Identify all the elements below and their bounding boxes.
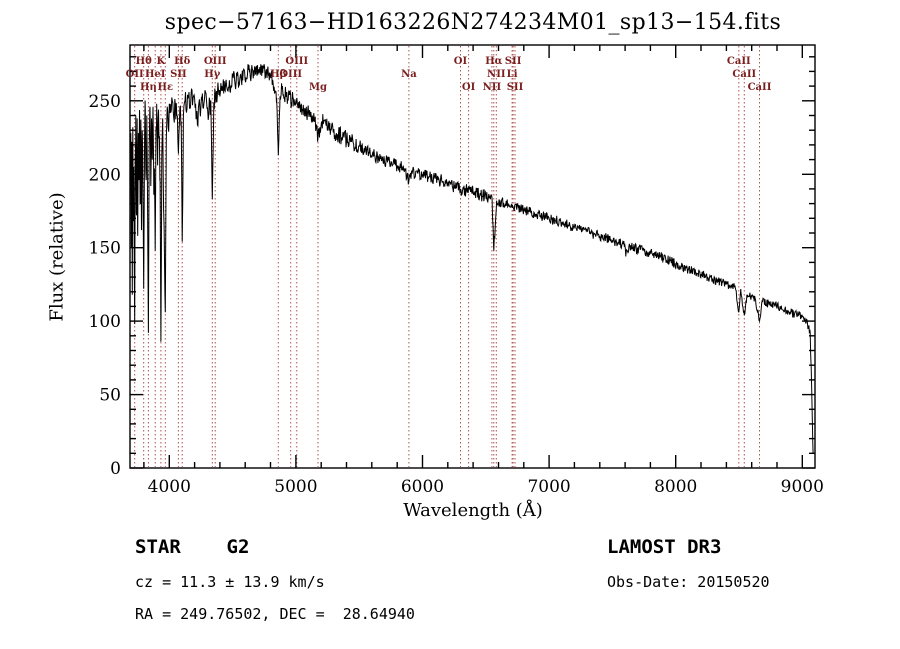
line-label-HeI: HeI	[145, 69, 166, 80]
line-label-NII: NII	[487, 69, 506, 80]
line-label-NII: NII	[483, 82, 502, 93]
line-label-SII: SII	[170, 69, 187, 80]
x-tick-label: 4000	[148, 477, 191, 497]
line-label-Na: Na	[401, 69, 417, 80]
line-label-CaII: CaII	[732, 69, 756, 80]
x-axis-label: Wavelength (Å)	[403, 500, 543, 521]
spectral-line-labels: OIIHθHηHeIKHεSIIHδHγOIIIHβOIIIOIIIMgNaOI…	[126, 56, 772, 93]
ra-dec-text: RA = 249.76502, DEC = 28.64940	[135, 605, 415, 623]
line-label-Mg: Mg	[309, 82, 327, 93]
y-tick-label: 0	[110, 459, 121, 479]
star-classification-text: STAR G2	[135, 536, 250, 558]
plot-frame	[129, 44, 816, 469]
line-label-K: K	[157, 56, 166, 67]
x-tick-label: 9000	[781, 477, 824, 497]
line-label-OI: OI	[454, 56, 468, 67]
x-tick-label: 5000	[274, 477, 317, 497]
x-tick-label: 8000	[654, 477, 697, 497]
y-tick-label: 250	[89, 92, 121, 112]
y-tick-label: 200	[89, 165, 121, 185]
line-label-Li: Li	[507, 69, 518, 80]
line-label-Hδ: Hδ	[174, 56, 190, 67]
line-label-SII: SII	[505, 56, 522, 67]
y-tick-label: 50	[99, 386, 121, 406]
spectrum-trace	[130, 64, 814, 454]
line-label-Hα: Hα	[485, 56, 502, 67]
obs-date-text: Obs-Date: 20150520	[607, 573, 770, 591]
line-label-Hε: Hε	[158, 82, 174, 93]
y-axis-label: Flux (relative)	[46, 192, 68, 322]
line-label-OIII: OIII	[285, 56, 308, 67]
line-label-CaII: CaII	[748, 82, 772, 93]
line-label-Hβ: Hβ	[270, 69, 286, 80]
survey-release-text: LAMOST DR3	[607, 536, 722, 558]
line-label-Hγ: Hγ	[204, 69, 220, 80]
x-tick-label: 6000	[401, 477, 444, 497]
line-label-Hθ: Hθ	[136, 56, 152, 67]
y-tick-label: 100	[89, 312, 121, 332]
line-label-OIII: OIII	[279, 69, 302, 80]
cz-velocity-text: cz = 11.3 ± 13.9 km/s	[135, 573, 325, 591]
line-label-OI: OI	[462, 82, 476, 93]
plot-title: spec−57163−HD163226N274234M01_sp13−154.f…	[164, 10, 782, 35]
line-label-CaII: CaII	[727, 56, 751, 67]
line-label-OII: OII	[126, 69, 144, 80]
y-tick-label: 150	[89, 239, 121, 259]
x-tick-label: 7000	[527, 477, 570, 497]
line-label-SII: SII	[507, 82, 524, 93]
tick-labels: 4000 5000 6000 7000 8000 9000 0 50 100 150 200 250	[89, 92, 824, 497]
line-label-Hη: Hη	[140, 82, 157, 93]
line-label-OIII: OIII	[204, 56, 227, 67]
